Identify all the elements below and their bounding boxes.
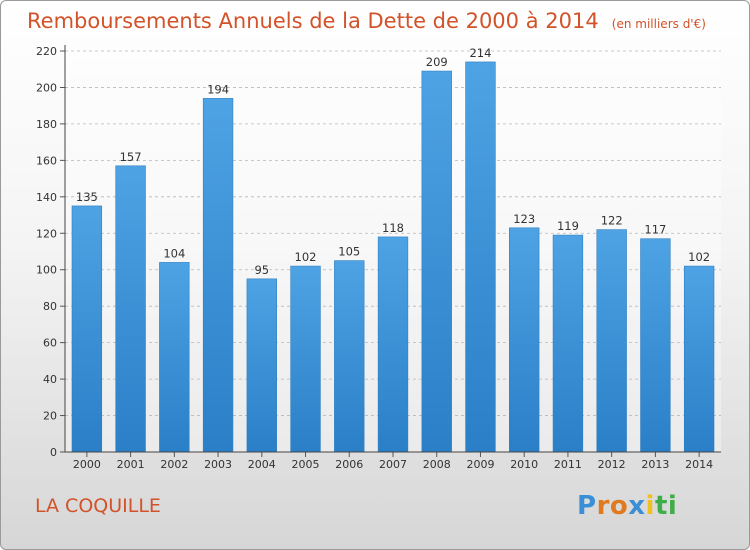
x-tick-label: 2009 (466, 458, 494, 471)
data-label: 119 (557, 219, 579, 233)
logo-letter: i (645, 491, 655, 521)
logo-letter: P (577, 491, 597, 521)
data-label: 135 (76, 190, 98, 204)
y-tick-label: 120 (36, 227, 57, 240)
x-tick-label: 2014 (685, 458, 713, 471)
logo-letter: t (654, 491, 668, 521)
data-label: 105 (338, 245, 360, 259)
x-tick-label: 2006 (335, 458, 363, 471)
data-label: 122 (601, 214, 623, 228)
y-tick-label: 140 (36, 191, 57, 204)
y-tick-label: 20 (43, 410, 57, 423)
location-label: LA COQUILLE (35, 495, 161, 517)
x-tick-label: 2008 (423, 458, 451, 471)
bar (640, 238, 671, 453)
data-label: 157 (120, 150, 142, 164)
bar (334, 260, 365, 453)
x-tick-label: 2013 (641, 458, 669, 471)
x-tick-label: 2000 (73, 458, 101, 471)
bar (683, 265, 715, 453)
y-tick-label: 220 (36, 45, 57, 58)
chart-title-text: Remboursements Annuels de la Dette de 20… (27, 9, 599, 33)
x-tick-label: 2002 (160, 458, 188, 471)
y-tick-label: 100 (36, 264, 57, 277)
y-tick-label: 200 (36, 81, 57, 94)
bar (509, 227, 540, 453)
bar (71, 205, 103, 453)
proxiti-logo: Proxiti (577, 491, 677, 521)
data-label: 102 (295, 250, 317, 264)
x-tick-label: 2011 (554, 458, 582, 471)
data-label: 117 (644, 223, 666, 237)
bar (290, 265, 321, 453)
y-tick-label: 160 (36, 154, 57, 167)
logo-letter: o (609, 491, 629, 521)
y-tick-label: 80 (43, 300, 57, 313)
data-label: 95 (254, 263, 269, 277)
y-tick-label: 180 (36, 118, 57, 131)
bar (421, 70, 452, 453)
bar (246, 278, 277, 453)
chart-title: Remboursements Annuels de la Dette de 20… (27, 9, 706, 33)
bar (465, 61, 496, 453)
data-label: 194 (207, 82, 229, 96)
data-label: 118 (382, 221, 404, 235)
x-tick-label: 2004 (248, 458, 276, 471)
x-tick-label: 2005 (292, 458, 320, 471)
bar (377, 236, 409, 453)
y-tick-label: 40 (43, 373, 57, 386)
data-label: 104 (163, 246, 185, 260)
data-label: 123 (513, 212, 535, 226)
y-tick-label: 60 (43, 337, 57, 350)
bar (159, 262, 190, 453)
logo-letter: x (628, 491, 646, 521)
bar (202, 98, 234, 453)
bar (115, 165, 146, 453)
x-tick-label: 2007 (379, 458, 407, 471)
x-tick-label: 2010 (510, 458, 538, 471)
x-tick-label: 2003 (204, 458, 232, 471)
chart-unit: (en milliers d'€) (611, 17, 706, 31)
data-label: 102 (688, 250, 710, 264)
y-tick-label: 0 (50, 446, 57, 459)
x-tick-label: 2001 (117, 458, 145, 471)
x-tick-label: 2012 (598, 458, 626, 471)
logo-letter: r (596, 491, 610, 521)
bar (596, 229, 627, 453)
bar (552, 234, 584, 453)
logo-letter: i (667, 491, 678, 521)
data-label: 209 (426, 55, 448, 69)
data-label: 214 (469, 46, 491, 60)
